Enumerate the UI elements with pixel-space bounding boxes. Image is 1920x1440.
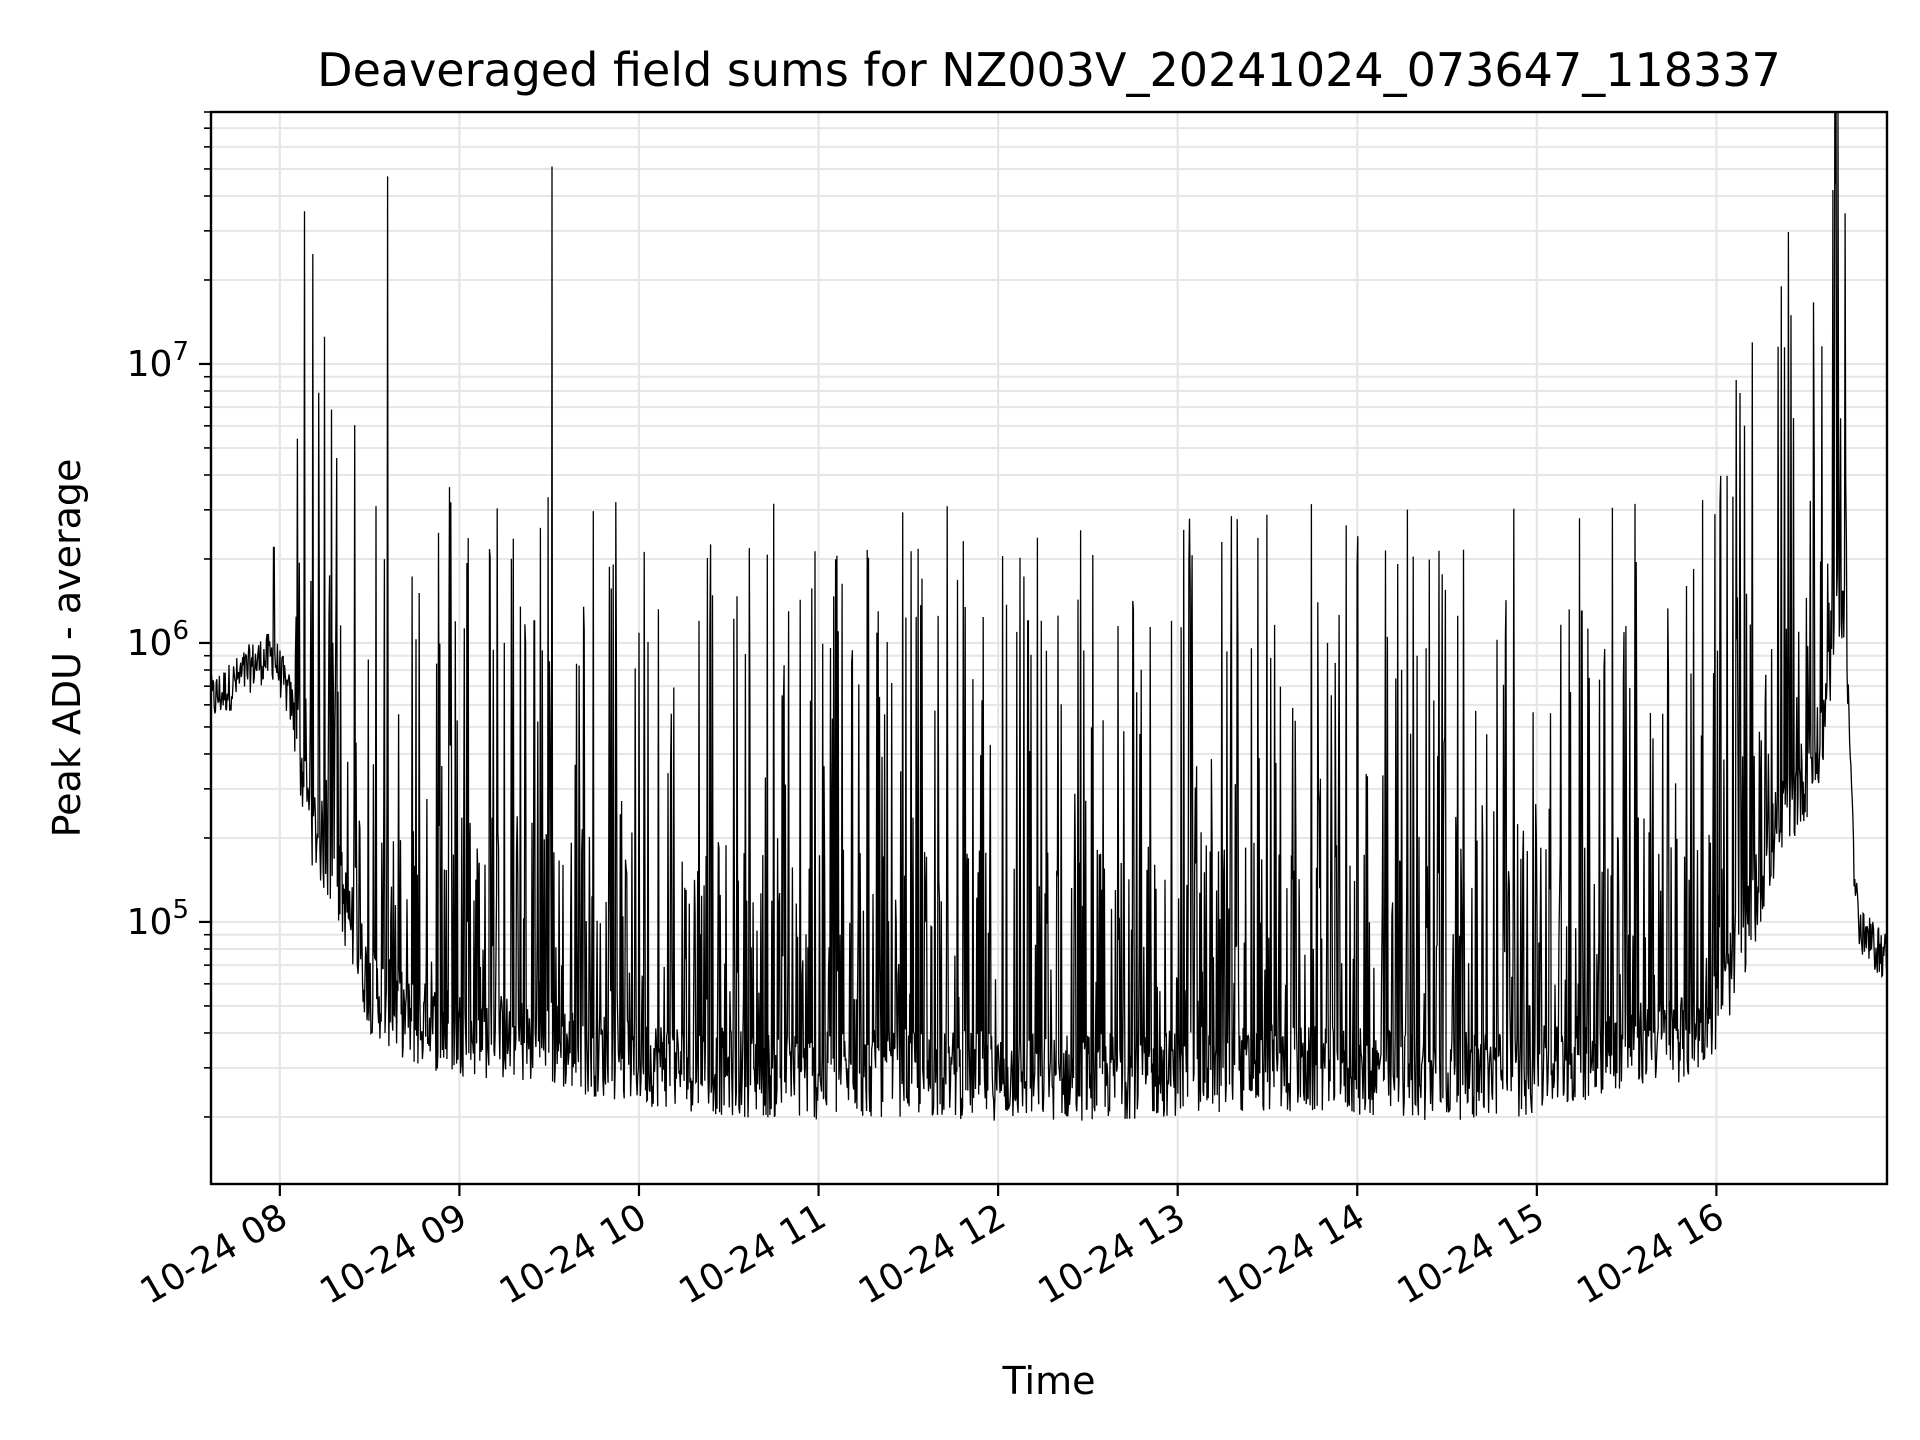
y-tick-label: 107 [127, 337, 189, 385]
chart-title: Deaveraged field sums for NZ003V_2024102… [317, 43, 1781, 97]
y-tick-label: 106 [127, 616, 189, 664]
y-axis: 105 106 107 [127, 111, 211, 1118]
y-axis-label: Peak ADU - average [45, 459, 89, 838]
x-axis-label: Time [1002, 1359, 1096, 1403]
y-tick-label: 105 [127, 895, 189, 943]
plot-frame [209, 110, 1889, 1186]
series-line [211, 112, 1887, 1121]
